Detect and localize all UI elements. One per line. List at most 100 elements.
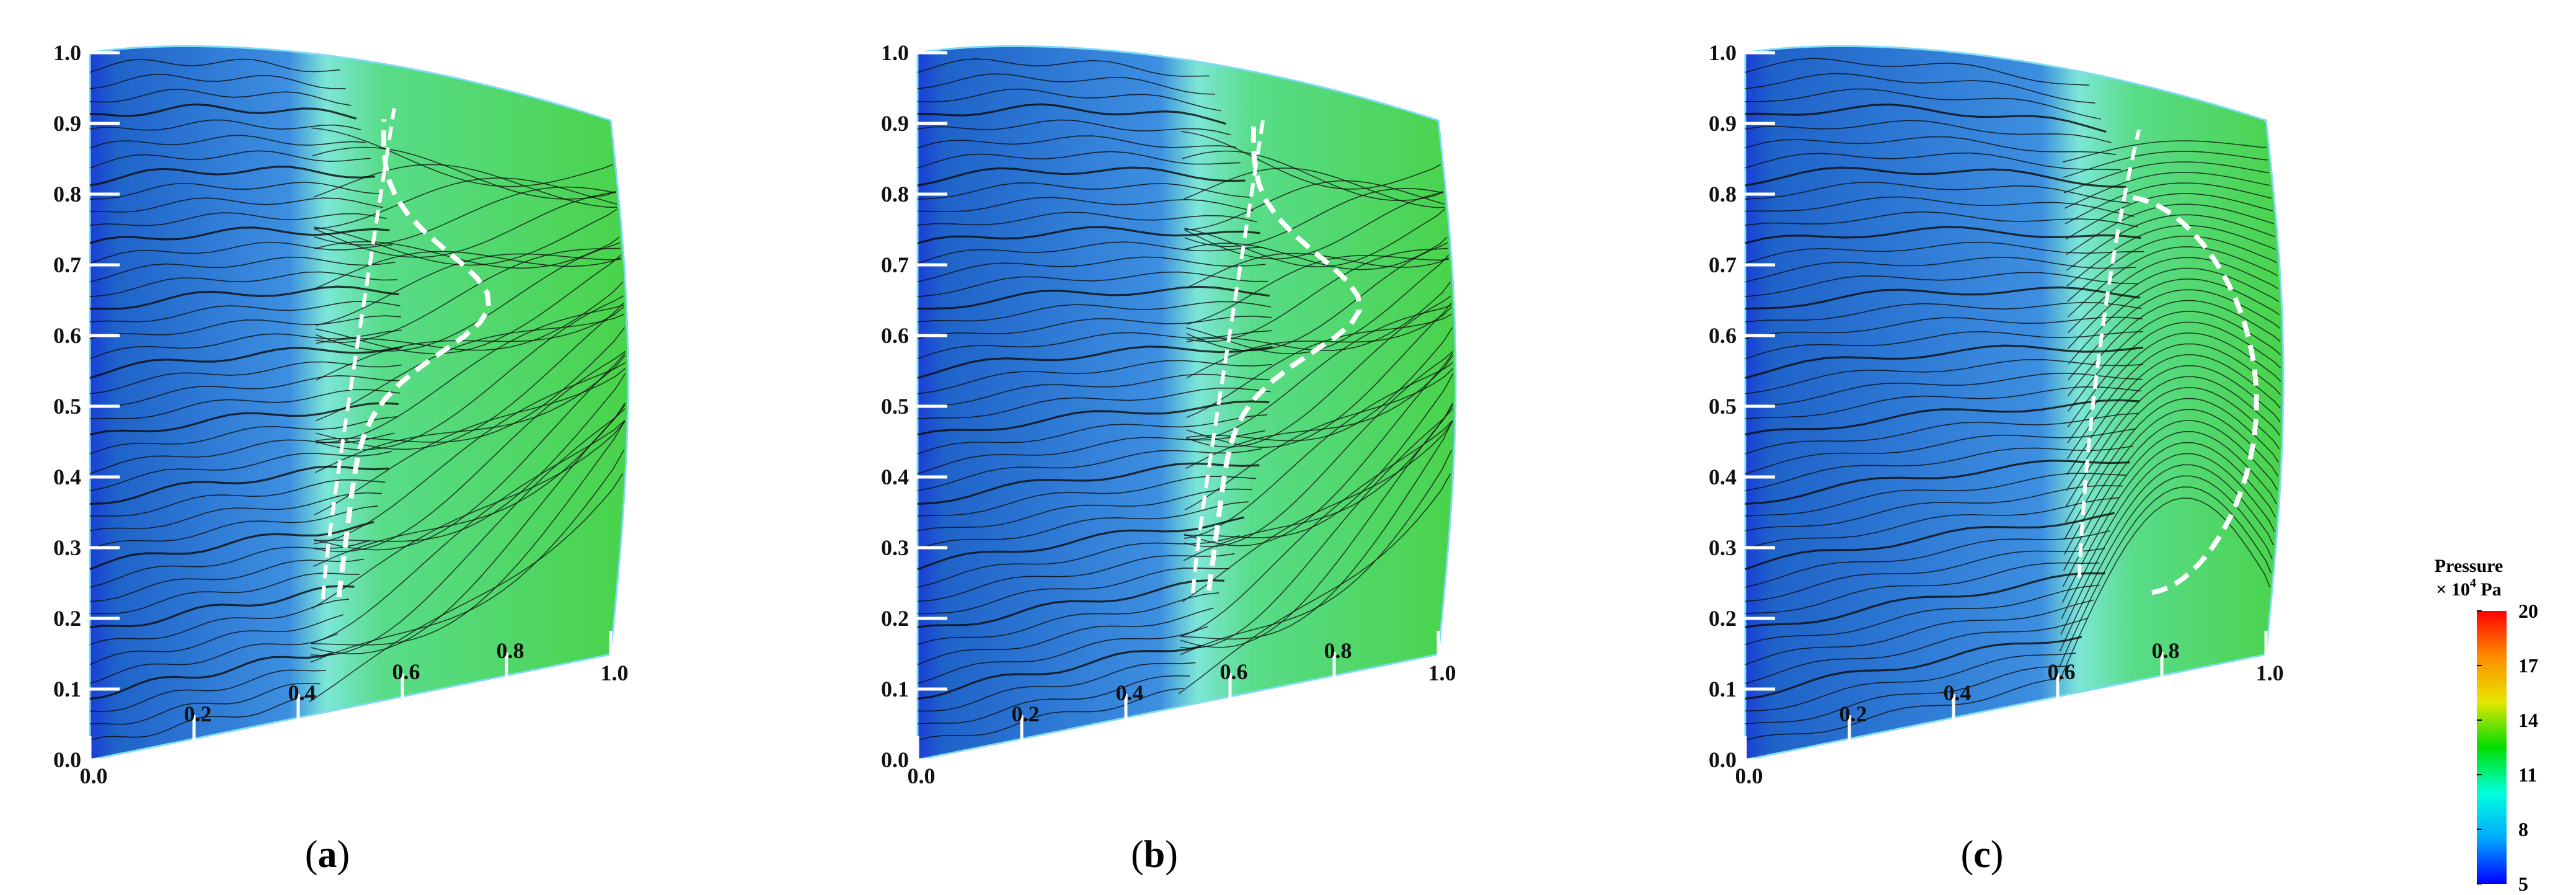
streamline: [1745, 599, 2094, 666]
chord-tick-label: 0.6: [392, 659, 420, 684]
streamline: [1185, 236, 1448, 270]
streamline: [917, 315, 1272, 339]
colorbar-tick-label: 17: [2518, 654, 2538, 677]
streamline: [917, 387, 1271, 419]
streamline: [917, 241, 1264, 264]
panel-caption: (a): [305, 834, 350, 876]
span-tick-label: 0.6: [53, 323, 81, 348]
streamline: [917, 256, 1266, 283]
streamline: [1183, 167, 1445, 208]
streamline: [917, 607, 1214, 666]
streamline: [315, 251, 621, 289]
span-tick-label: 0.1: [53, 677, 81, 701]
streamline: [917, 430, 1265, 474]
streamline: [1745, 584, 2100, 645]
streamline: [89, 103, 357, 120]
colorbar-tick-label: 5: [2518, 873, 2528, 895]
streamline: [1745, 58, 2089, 86]
streamline: [89, 301, 401, 323]
colorbar-tick-label: 8: [2518, 818, 2528, 840]
streamline: [316, 302, 624, 450]
streamline: [1745, 166, 2127, 189]
streamline: [89, 89, 352, 106]
streamline: [314, 362, 626, 545]
span-tick-label: 1.0: [53, 40, 81, 65]
span-tick-label: 0.6: [881, 323, 909, 348]
streamline: [89, 492, 382, 532]
streamline: [311, 127, 613, 187]
streamline: [1745, 460, 2130, 505]
streamline: [2068, 300, 2281, 396]
span-tick-label: 0.8: [881, 182, 909, 207]
streamline: [1745, 617, 2089, 684]
streamline: [1745, 152, 2122, 171]
blade-surface: [1744, 45, 2285, 761]
streamline: [89, 135, 366, 149]
streamline: [1745, 136, 2117, 156]
streamline: [1745, 372, 2143, 407]
streamline: [316, 327, 626, 443]
span-tick-label: 0.2: [881, 606, 909, 631]
chord-tick-label: 0.0: [80, 764, 108, 788]
span-tick-label: 0.5: [1709, 394, 1737, 419]
span-tick-label: 0.5: [53, 394, 81, 419]
span-tick-label: 0.9: [881, 111, 909, 136]
streamline: [316, 306, 624, 381]
streamline: [917, 212, 1257, 226]
streamline: [1745, 386, 2141, 419]
streamline: [2063, 161, 2269, 194]
streamline: [89, 119, 361, 131]
chord-tick-label: 0.8: [1324, 638, 1352, 663]
streamline: [2067, 257, 2279, 334]
streamline: [917, 271, 1268, 297]
streamline: [316, 305, 624, 443]
streamline: [89, 633, 339, 684]
streamline: [89, 520, 374, 571]
span-tick-label: 0.1: [881, 677, 909, 701]
streamline: [2058, 497, 2270, 684]
streamline: [89, 585, 355, 628]
colorbar-unit: × 104 Pa: [2436, 576, 2501, 600]
separation-line: [1191, 115, 1266, 594]
streamline: [314, 373, 626, 542]
span-tick-label: 0.8: [1709, 182, 1737, 207]
streamline: [1745, 120, 2112, 143]
colorbar-tick-label: 20: [2518, 600, 2538, 622]
streamline: [1184, 373, 1454, 538]
span-tick-label: 0.0: [881, 747, 909, 772]
streamline: [917, 662, 1196, 712]
pressure-colorbar: Pressure × 104 Pa 20 17 14 11 8 5: [2435, 556, 2538, 895]
span-tick-label: 0.7: [1709, 252, 1737, 277]
streamline: [89, 558, 365, 602]
streamline: [2063, 409, 2278, 555]
streamline: [917, 414, 1268, 455]
streamline: [1186, 242, 1448, 352]
streamline: [2062, 140, 2267, 163]
streamline: [1745, 548, 2105, 602]
streamline: [2058, 486, 2272, 668]
span-tick-label: 0.8: [53, 182, 81, 207]
span-tick-label: 0.3: [1709, 535, 1737, 560]
streamline: [1184, 362, 1453, 539]
chord-tick-label: 0.4: [1944, 680, 1972, 705]
streamline: [2067, 321, 2282, 428]
streamline: [1184, 352, 1453, 546]
streamline: [917, 516, 1245, 571]
streamline: [1745, 226, 2141, 244]
streamline: [89, 540, 370, 588]
chord-tick-label: 0.8: [497, 638, 524, 663]
streamline: [2068, 289, 2280, 381]
streamline: [1745, 652, 2076, 712]
streamline: [89, 696, 315, 741]
streamline: [89, 451, 392, 491]
streamline: [2067, 235, 2277, 302]
streamline: [1178, 473, 1451, 695]
colorbar-tick-label: 14: [2518, 709, 2538, 731]
streamline: [1745, 88, 2101, 120]
span-tick-label: 0.2: [53, 606, 81, 631]
chord-tick-label: 0.6: [2048, 659, 2076, 684]
streamline: [917, 103, 1226, 125]
streamline: [917, 330, 1273, 359]
chord-tick-label: 0.2: [1012, 701, 1040, 726]
streamline: [2064, 172, 2271, 209]
